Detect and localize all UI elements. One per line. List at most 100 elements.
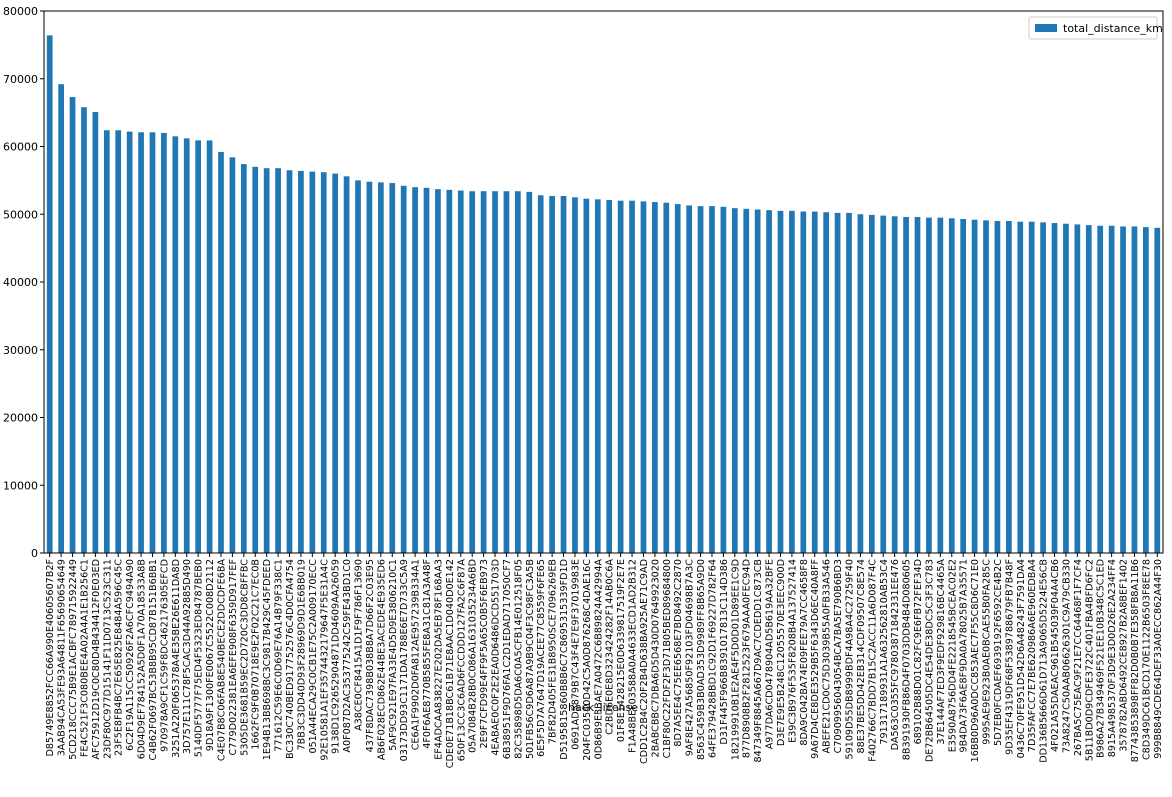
x-tick-label: 5AF9C921E97FA33E4D5D9E3806210C1: [388, 559, 399, 751]
x-tick-label: 5D7EB0FCDAEF6939192F6592CE4B2C: [993, 559, 1004, 746]
bar: [103, 130, 110, 554]
bar: [686, 205, 692, 553]
bar: [115, 130, 122, 554]
bar: [469, 191, 476, 553]
x-tick-label: 9D35EF4319DF68F5389788679FB7B48F: [1004, 559, 1015, 755]
bar: [811, 211, 818, 554]
x-tick-label: 87743853898FF82D0B0B7E358FB8A11B6: [1130, 559, 1141, 762]
bar: [423, 187, 430, 553]
x-tick-label: D3E7E9E5B248C12055570E3EEC900D: [776, 559, 787, 746]
x-tick-label: 82C35898D5DA6C0A5CFB14E012518F05: [513, 559, 524, 759]
bar: [457, 190, 464, 553]
bar: [1154, 227, 1161, 554]
bar: [606, 200, 613, 553]
bar: [994, 221, 1001, 553]
x-tick-label: DD136B5666D61D713A9065D5224E56CB: [1039, 559, 1050, 763]
x-tick-label: 16BB0D96A0DCC853AEC7F55C8D6C71E0: [970, 559, 981, 762]
x-tick-label: 7BB3C3DD40D93F28969D9D1E6BB019: [296, 559, 307, 750]
bar: [206, 140, 213, 553]
bar: [948, 218, 955, 553]
x-tick-label: 999B8849CDE64DEF33A0ECC862A44F30: [1153, 559, 1164, 759]
x-tick-label: D85749E8852FCC66A990E40605607B2F: [45, 559, 56, 756]
bar: [503, 191, 510, 553]
bar: [549, 195, 555, 553]
x-tick-label: A977DA6CD0478904AD5B619AA32BFE: [765, 559, 776, 749]
bar: [1085, 225, 1092, 553]
x-tick-label: 9D18A9F1300FE0067C5522C008D2112: [205, 559, 216, 751]
x-tick-label: C1BF80C22FDF2F3D71B05BED89684800: [662, 559, 673, 758]
bar: [1131, 226, 1138, 553]
x-tick-label: FE4C521F3C080BEE4A02A4A1E1B256C1: [79, 559, 90, 757]
x-tick-label: F1A48BEF03588A0A4633ECD1AD2B312: [628, 559, 639, 753]
x-tick-label: 73A8247C50AAB06626301C9A79CB330: [1061, 559, 1072, 753]
y-tick-label: 20000: [3, 412, 38, 425]
x-tick-label: 3AAB94CA53FE93A64811F65690654649: [57, 559, 68, 756]
x-tick-label: 9A67D4CE8DE3529B5F6343D6EC40A8FF: [810, 559, 821, 759]
x-tick-label: 92E10581A1EF3574432179647F5E31A4C: [319, 559, 330, 761]
x-tick-label: AB6F028ECD862E44BE3ACEDE4E935ED6: [376, 559, 387, 760]
bar: [195, 140, 202, 553]
x-tick-label: A0F087D2AC353775242C59FE43BD1C0: [342, 559, 353, 753]
bar: [1017, 221, 1024, 553]
bar: [800, 211, 807, 554]
y-tick-label: 10000: [3, 479, 38, 492]
x-tick-label: 8D7A5EE4C75EE6568E7BD8492C2870: [673, 559, 684, 747]
bar: [766, 210, 772, 553]
bar: [126, 131, 133, 553]
bar: [1108, 225, 1115, 553]
y-tick-label: 60000: [3, 141, 38, 154]
x-tick-label: AFC75912D19C0C80D4B434412F0E03ED: [91, 559, 102, 760]
x-tick-label: 0D86B9E3BAE7A0472C6B89824A42994A: [593, 559, 604, 760]
x-tick-label: 23DF80C977D15141F11D0713C523C311: [102, 559, 113, 759]
bar: [81, 107, 87, 553]
bar: [663, 202, 670, 554]
x-tick-label: 59109D55DB8999BDF4A98A4C27259F40: [844, 559, 855, 759]
bar: [846, 212, 852, 553]
bar: [583, 198, 590, 554]
x-tick-label: 970978A9CF1C59F8DC462176305EFCD: [159, 559, 170, 752]
x-tick-label: 182199910B1E2AE4F5D0D01D89EE1C9D: [730, 559, 741, 760]
bar: [1040, 222, 1046, 553]
bar: [1120, 226, 1126, 553]
bar: [332, 173, 339, 553]
legend-swatch: [1035, 24, 1057, 32]
x-tick-label: DE72BB64505DC4E54DE38DC5C3F3C783: [924, 559, 935, 762]
x-tick-label: 8563C459B3B0AD353D9989FF8B65A9D0: [696, 559, 707, 760]
bar: [240, 164, 247, 554]
bar: [46, 35, 53, 553]
legend-box: [1028, 16, 1158, 40]
x-tick-label: 8915A4985370F3D9E3D0D26E2A234FF4: [1107, 559, 1118, 757]
x-tick-label: 64FE379428BBD1C92D1F69227D782F64: [707, 559, 718, 758]
x-tick-label: 1662FC9F0B70718E9E2F02C21C7EC0B: [251, 559, 262, 750]
bar: [252, 166, 259, 553]
y-tick-label: 70000: [3, 73, 38, 86]
x-tick-label: 9AF8E427A56850F92103FD04698B7A3C: [685, 559, 696, 757]
bar: [138, 132, 144, 553]
bar: [1005, 221, 1012, 553]
bar: [560, 195, 567, 553]
bar: [971, 219, 978, 554]
bar: [263, 168, 270, 553]
x-tick-label: B986A27B349469F521EE10B348C5C1ED: [1096, 559, 1107, 758]
x-tick-label: 37E144AF7ED3F9EDF929816BC4465A: [936, 559, 947, 745]
bar: [389, 183, 396, 553]
bar: [412, 187, 418, 553]
bar: [1028, 221, 1035, 553]
bar: [1051, 223, 1058, 553]
x-tick-label: 23F5E8FB4BC7E65E825E8484A596C45C: [114, 559, 125, 756]
bar: [960, 218, 967, 553]
x-tick-label: 267BA5C75EAC9F21E7CC64468F1F7CF4: [1073, 559, 1084, 756]
bar: [594, 199, 601, 553]
x-tick-label: C70909956043054BCA7BA5E790B6BD3: [833, 559, 844, 753]
x-tick-label: 3D757E111C78F5CAC3D44A92885D490: [182, 559, 193, 754]
bar: [868, 214, 875, 554]
x-tick-label: 03173DD93C1171DA1788E6E7D733C5A9: [399, 559, 410, 761]
bar: [652, 202, 658, 553]
x-tick-label: A38CE0CF8415A1D1F9F786F13690: [354, 559, 365, 731]
bar: [674, 204, 681, 553]
bar: [400, 185, 407, 554]
x-tick-label: 9B4DA73F6AE8F9DA0A78025B7A35571: [959, 559, 970, 753]
x-tick-label: D5195815860B8B6C7C8695315339FD1D: [559, 559, 570, 760]
bar: [720, 206, 727, 554]
